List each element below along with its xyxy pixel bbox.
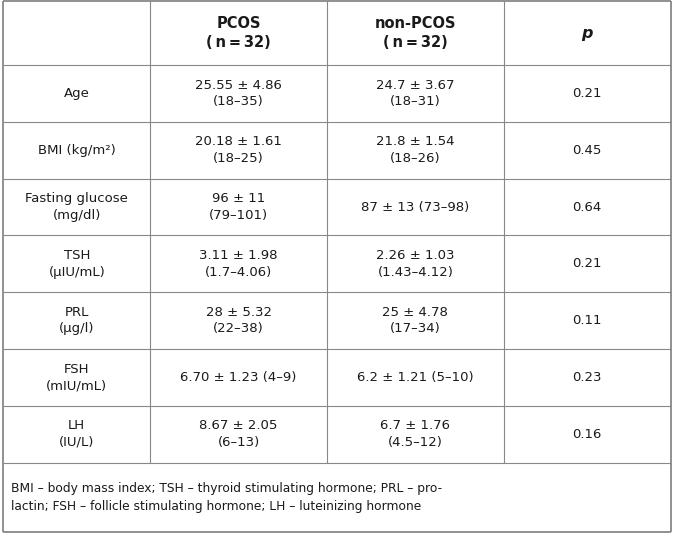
Text: 87 ± 13 (73–98): 87 ± 13 (73–98) bbox=[361, 200, 470, 214]
Text: 0.11: 0.11 bbox=[572, 314, 602, 327]
Text: 6.70 ± 1.23 (4–9): 6.70 ± 1.23 (4–9) bbox=[181, 371, 297, 384]
Text: 3.11 ± 1.98
(1.7–4.06): 3.11 ± 1.98 (1.7–4.06) bbox=[200, 249, 278, 279]
Text: 8.67 ± 2.05
(6–13): 8.67 ± 2.05 (6–13) bbox=[200, 419, 278, 449]
Text: PRL
(μg/l): PRL (μg/l) bbox=[59, 306, 94, 335]
Text: 25.55 ± 4.86
(18–35): 25.55 ± 4.86 (18–35) bbox=[195, 79, 282, 108]
Text: p: p bbox=[582, 26, 593, 41]
Text: PCOS
( n = 32): PCOS ( n = 32) bbox=[206, 16, 271, 50]
Text: 20.18 ± 1.61
(18–25): 20.18 ± 1.61 (18–25) bbox=[195, 135, 282, 165]
Text: 96 ± 11
(79–101): 96 ± 11 (79–101) bbox=[209, 192, 268, 222]
Text: 0.23: 0.23 bbox=[572, 371, 602, 384]
Text: 28 ± 5.32
(22–38): 28 ± 5.32 (22–38) bbox=[206, 306, 272, 335]
Text: 0.21: 0.21 bbox=[572, 87, 602, 100]
Text: LH
(IU/L): LH (IU/L) bbox=[59, 419, 94, 449]
Text: Age: Age bbox=[64, 87, 90, 100]
Text: 0.16: 0.16 bbox=[572, 428, 602, 441]
Text: 0.45: 0.45 bbox=[572, 144, 602, 157]
Text: non-PCOS
( n = 32): non-PCOS ( n = 32) bbox=[375, 16, 456, 50]
Text: TSH
(μIU/mL): TSH (μIU/mL) bbox=[49, 249, 105, 279]
Text: 24.7 ± 3.67
(18–31): 24.7 ± 3.67 (18–31) bbox=[376, 79, 455, 108]
Text: 21.8 ± 1.54
(18–26): 21.8 ± 1.54 (18–26) bbox=[376, 135, 455, 165]
Text: 6.7 ± 1.76
(4.5–12): 6.7 ± 1.76 (4.5–12) bbox=[380, 419, 450, 449]
Text: Fasting glucose
(mg/dl): Fasting glucose (mg/dl) bbox=[26, 192, 128, 222]
Text: BMI – body mass index; TSH – thyroid stimulating hormone; PRL – pro-
lactin; FSH: BMI – body mass index; TSH – thyroid sti… bbox=[11, 482, 443, 513]
Text: 0.64: 0.64 bbox=[573, 200, 602, 214]
Text: 25 ± 4.78
(17–34): 25 ± 4.78 (17–34) bbox=[382, 306, 448, 335]
Text: 2.26 ± 1.03
(1.43–4.12): 2.26 ± 1.03 (1.43–4.12) bbox=[376, 249, 455, 279]
Text: FSH
(mIU/mL): FSH (mIU/mL) bbox=[47, 362, 107, 392]
Text: 6.2 ± 1.21 (5–10): 6.2 ± 1.21 (5–10) bbox=[357, 371, 474, 384]
Text: BMI (kg/m²): BMI (kg/m²) bbox=[38, 144, 116, 157]
Text: 0.21: 0.21 bbox=[572, 257, 602, 270]
